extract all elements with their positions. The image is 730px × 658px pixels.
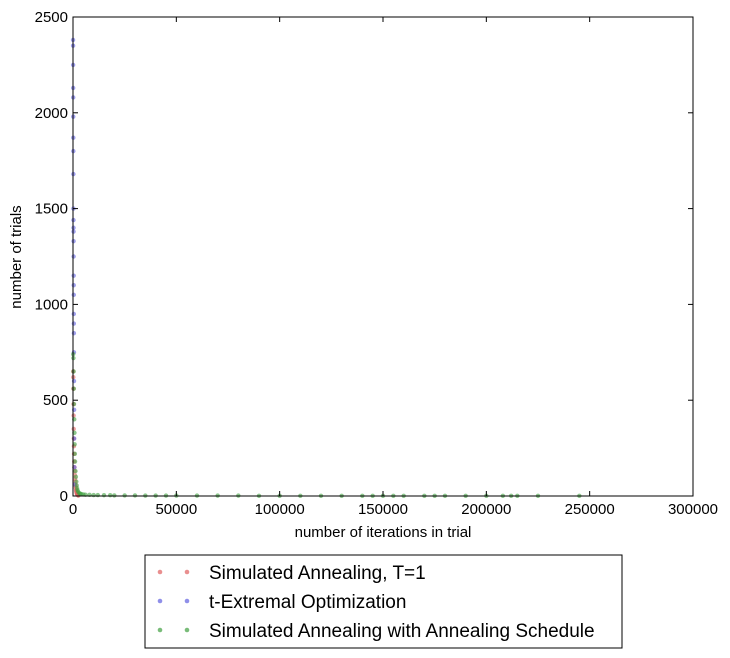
- y-axis-label: number of trials: [8, 205, 25, 308]
- data-point: [71, 311, 77, 317]
- legend-entry-2: t-Extremal Optimization: [157, 592, 406, 613]
- legend-label-3: Simulated Annealing with Annealing Sched…: [209, 621, 595, 642]
- y-tick-label: 2000: [35, 105, 68, 122]
- data-point: [71, 283, 76, 288]
- x-tick-label: 50000: [155, 501, 197, 518]
- x-tick-labels: 0 50000 100000 150000 200000 250000 300000: [69, 501, 718, 518]
- data-point: [132, 493, 138, 498]
- data-point: [91, 492, 96, 498]
- legend-marker-1a: [157, 569, 163, 575]
- legend-marker-1b: [184, 569, 190, 575]
- data-point: [95, 492, 101, 498]
- legend-marker-3a: [157, 627, 163, 633]
- data-point: [71, 401, 77, 407]
- data-point: [71, 254, 76, 259]
- data-point: [73, 468, 78, 474]
- x-tick-label: 0: [69, 501, 77, 518]
- legend-label-1: Simulated Annealing, T=1: [209, 563, 426, 584]
- data-point: [71, 378, 77, 384]
- data-point: [73, 474, 79, 480]
- legend-marker-2b: [184, 598, 190, 604]
- data-point: [71, 330, 77, 336]
- data-point: [74, 479, 79, 484]
- data-point: [101, 493, 107, 498]
- axis-ticks: [72, 16, 694, 497]
- y-tick-label: 1000: [35, 296, 68, 313]
- series-3: [71, 352, 582, 499]
- data-point: [71, 273, 76, 278]
- x-tick-label: 200000: [461, 501, 511, 518]
- x-tick-label: 300000: [668, 501, 718, 518]
- legend-marker-3b: [184, 627, 190, 633]
- data-point: [71, 369, 76, 374]
- data-point: [72, 459, 78, 464]
- x-tick-label: 150000: [358, 501, 408, 518]
- data-point: [71, 238, 76, 244]
- y-tick-label: 0: [60, 488, 68, 505]
- y-tick-labels: 0 500 1000 1500 2000 2500: [35, 9, 68, 505]
- y-tick-label: 500: [43, 392, 68, 409]
- data-point: [71, 426, 76, 432]
- x-axis-label: number of iterations in trial: [295, 524, 472, 541]
- data-point: [108, 493, 113, 498]
- y-tick-label: 2500: [35, 9, 68, 26]
- data-point: [71, 386, 77, 391]
- data-point: [112, 493, 117, 498]
- legend-marker-2a: [157, 598, 163, 604]
- plot-area: [70, 37, 582, 499]
- data-point: [71, 229, 76, 234]
- legend-entry-3: Simulated Annealing with Annealing Sched…: [157, 621, 595, 642]
- data-point: [71, 225, 76, 230]
- plot-frame: [72, 16, 694, 497]
- legend-label-2: t-Extremal Optimization: [209, 592, 406, 613]
- data-point: [72, 442, 77, 447]
- legend-entry-1: Simulated Annealing, T=1: [157, 563, 426, 584]
- data-point: [71, 413, 76, 418]
- y-tick-label: 1500: [35, 201, 68, 218]
- legend-box: [144, 554, 623, 649]
- data-point: [72, 451, 78, 457]
- legend: Simulated Annealing, T=1 t-Extremal Opti…: [144, 554, 623, 649]
- data-point: [122, 493, 127, 498]
- data-point: [71, 292, 76, 298]
- x-tick-label: 250000: [565, 501, 615, 518]
- x-tick-label: 100000: [255, 501, 305, 518]
- data-point: [71, 321, 77, 326]
